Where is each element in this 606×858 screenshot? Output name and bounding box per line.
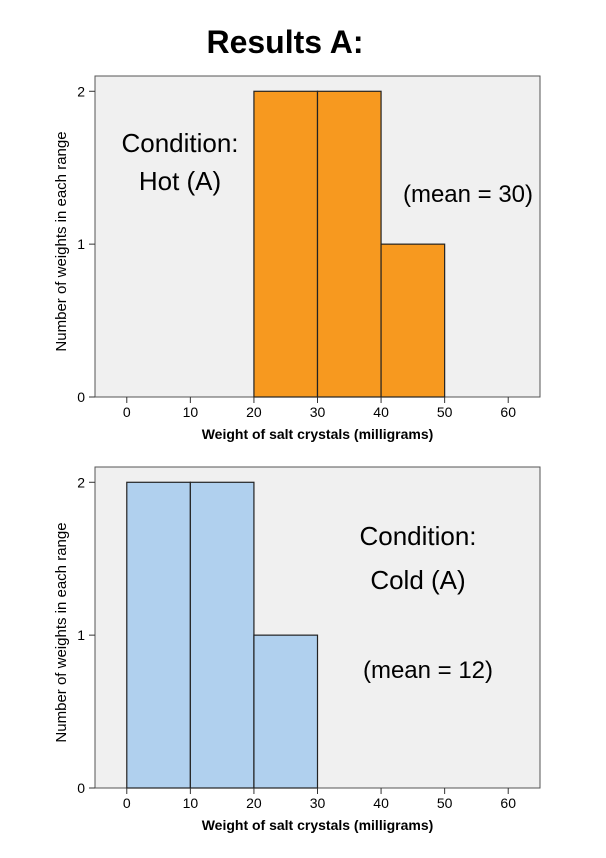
- y-tick-label: 2: [77, 474, 85, 490]
- histogram-bar: [380, 243, 446, 398]
- x-tick-label: 20: [246, 404, 262, 420]
- y-tick-label: 2: [77, 83, 85, 99]
- y-tick-label: 0: [77, 389, 85, 405]
- y-tick-label: 1: [77, 236, 85, 252]
- x-tick-label: 30: [310, 795, 326, 811]
- histogram-cold: 0 10 20 30 40 50 60 0 1 2 Weight of salt crystals …: [0, 453, 606, 853]
- x-axis-title: Weight of salt crystals (milligrams): [202, 426, 434, 442]
- x-tick-label: 30: [310, 404, 326, 420]
- histogram-bar: [253, 634, 319, 789]
- histogram-bar: [189, 481, 255, 789]
- x-tick-label: 50: [437, 795, 453, 811]
- annotation-text: (mean = 12): [363, 657, 493, 684]
- annotation-text: Cold (A): [370, 565, 465, 595]
- x-tick-label: 60: [500, 795, 516, 811]
- page-title: Results A:: [206, 24, 364, 60]
- x-tick-label: 60: [500, 404, 516, 420]
- x-tick-label: 10: [183, 795, 199, 811]
- histogram-bar: [316, 90, 382, 398]
- annotation-text: Hot (A): [139, 166, 221, 196]
- x-tick-label: 50: [437, 404, 453, 420]
- histogram-cold-svg: 0 10 20 30 40 50 60 0 1 2 Weight of salt crystals …: [53, 466, 541, 833]
- x-tick-label: 20: [246, 795, 262, 811]
- x-tick-label: 0: [123, 795, 131, 811]
- y-tick-label: 0: [77, 780, 85, 796]
- y-tick-label: 1: [77, 627, 85, 643]
- histogram-hot: 0 10 20 30 40 50 60 0 1 2 Weight of salt crystals …: [0, 62, 606, 462]
- x-tick-label: 0: [123, 404, 131, 420]
- x-tick-label: 10: [183, 404, 199, 420]
- histogram-hot-svg: 0 10 20 30 40 50 60 0 1 2 Weight of salt crystals …: [53, 75, 541, 442]
- histogram-bar: [126, 481, 191, 789]
- annotation-text: Condition:: [121, 128, 238, 158]
- annotation-text: (mean = 30): [403, 181, 533, 208]
- x-tick-label: 40: [373, 795, 389, 811]
- x-tick-label: 40: [373, 404, 389, 420]
- x-axis-title: Weight of salt crystals (milligrams): [202, 817, 434, 833]
- histogram-bar: [253, 90, 319, 398]
- y-axis-title: Number of weights in each range: [53, 522, 70, 742]
- y-axis-title: Number of weights in each range: [53, 131, 70, 351]
- annotation-text: Condition:: [359, 521, 476, 551]
